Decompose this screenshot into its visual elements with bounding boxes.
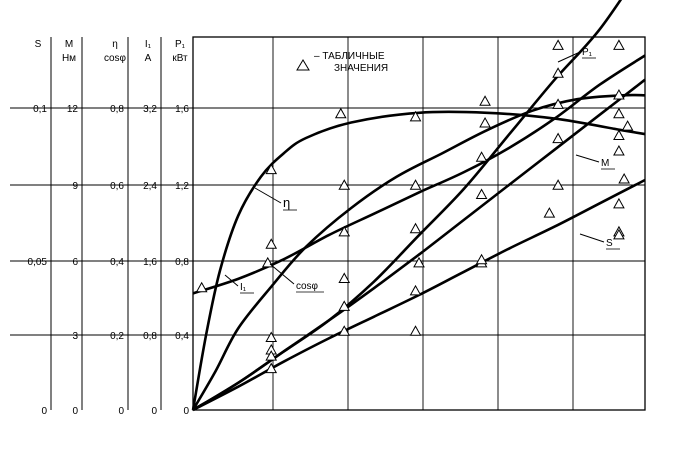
y-tick-M: 12 bbox=[67, 104, 79, 115]
curve-label-leader bbox=[269, 263, 295, 285]
table-value-marker bbox=[543, 207, 556, 218]
y-tick-I1: 3,2 bbox=[143, 104, 157, 115]
curve-label: P₁ bbox=[582, 47, 593, 58]
y-tick-I1: 0,8 bbox=[143, 331, 157, 342]
table-value-marker bbox=[613, 228, 625, 240]
y-tick-P1: 0,4 bbox=[175, 331, 189, 342]
table-value-marker bbox=[613, 39, 625, 50]
y-tick-eta: 0,8 bbox=[110, 104, 124, 115]
table-value-marker bbox=[195, 281, 208, 293]
table-value-marker bbox=[613, 197, 625, 209]
table-value-marker bbox=[475, 188, 488, 200]
curve-M bbox=[192, 78, 646, 412]
legend-triangle-icon bbox=[296, 59, 310, 71]
curve-label-leader bbox=[224, 274, 239, 287]
y-tick-S: 0,1 bbox=[33, 104, 47, 115]
y-tick-P1: 0 bbox=[183, 406, 189, 417]
y-tick-eta: 0 bbox=[118, 406, 124, 417]
table-value-marker bbox=[413, 256, 425, 268]
y-tick-I1: 0 bbox=[151, 406, 157, 417]
table-value-marker bbox=[552, 98, 564, 109]
curve-label: η bbox=[283, 195, 290, 210]
curves bbox=[191, 0, 646, 412]
table-value-marker bbox=[338, 225, 351, 237]
y-tick-M: 9 bbox=[72, 181, 78, 192]
y-tick-P1: 0,8 bbox=[175, 257, 189, 268]
table-value-marker bbox=[475, 253, 488, 265]
table-value-marker bbox=[338, 179, 351, 190]
table-value-marker bbox=[265, 238, 278, 249]
table-value-marker bbox=[338, 325, 351, 336]
y-axes: S 0 0,05 0,1 M Нм 0 3 6 9 12 η cosφ 0 0,2 0,4 0,6 0,8 I₁ A 0… bbox=[28, 37, 194, 417]
y-axis-unit-eta: cosφ bbox=[104, 53, 127, 64]
y-tick-M: 0 bbox=[72, 406, 78, 417]
table-value-marker bbox=[409, 325, 422, 336]
curve-label-leader bbox=[579, 233, 605, 243]
table-value-marker bbox=[409, 179, 422, 190]
table-value-marker bbox=[338, 300, 351, 311]
table-value-marker bbox=[265, 163, 278, 175]
y-tick-P1: 1,2 bbox=[175, 181, 189, 192]
y-tick-I1: 1,6 bbox=[143, 257, 157, 268]
y-tick-S: 0,05 bbox=[28, 257, 48, 268]
plot-frame bbox=[192, 36, 646, 411]
curve-label: M bbox=[601, 158, 609, 169]
y-axis-label-eta: η bbox=[112, 39, 118, 50]
y-axis-unit-M: Нм bbox=[62, 53, 76, 64]
table-value-marker bbox=[552, 179, 564, 190]
curve-label: S bbox=[606, 238, 613, 249]
table-value-marker bbox=[409, 222, 422, 234]
curve-label: I₁ bbox=[240, 282, 247, 293]
y-tick-eta: 0,4 bbox=[110, 257, 124, 268]
chart-grid bbox=[10, 36, 646, 411]
table-value-marker bbox=[613, 89, 625, 100]
table-value-marker bbox=[479, 95, 491, 106]
legend: – ТАБЛИЧНЫЕ ЗНАЧЕНИЯ bbox=[296, 51, 388, 74]
table-value-marker bbox=[338, 272, 351, 283]
y-axis-label-I1: I₁ bbox=[145, 39, 152, 50]
table-value-marker bbox=[552, 67, 564, 78]
table-value-marker bbox=[265, 331, 278, 343]
table-value-marker bbox=[409, 110, 422, 122]
table-value-marker bbox=[265, 350, 278, 361]
y-tick-I1: 2,4 bbox=[143, 181, 157, 192]
curve-labels: η cosφ I₁ M S P₁ bbox=[224, 47, 620, 294]
curve-label: cosφ bbox=[296, 281, 319, 292]
table-value-marker bbox=[621, 120, 634, 131]
y-tick-M: 3 bbox=[72, 331, 78, 342]
curve-label-leader bbox=[254, 187, 282, 204]
table-value-marker bbox=[552, 39, 564, 50]
y-axis-label-P1: P₁ bbox=[175, 39, 186, 50]
curve-P1 bbox=[192, 0, 623, 412]
y-tick-P1: 1,6 bbox=[175, 104, 189, 115]
table-value-marker bbox=[479, 117, 491, 128]
table-value-marker bbox=[409, 284, 422, 296]
y-tick-eta: 0,6 bbox=[110, 181, 124, 192]
legend-text-line2: ЗНАЧЕНИЯ bbox=[334, 63, 388, 74]
table-value-marker bbox=[265, 362, 278, 374]
y-tick-eta: 0,2 bbox=[110, 331, 124, 342]
y-axis-label-S: S bbox=[35, 39, 42, 50]
y-tick-S: 0 bbox=[41, 406, 47, 417]
y-tick-M: 6 bbox=[72, 257, 78, 268]
y-axis-unit-I1: A bbox=[145, 53, 152, 64]
table-value-marker bbox=[552, 132, 564, 144]
table-value-marker bbox=[475, 151, 488, 162]
table-value-marker bbox=[618, 172, 630, 184]
table-value-marker bbox=[613, 107, 625, 119]
curve-label-leader bbox=[557, 51, 581, 63]
y-axis-label-M: M bbox=[65, 39, 73, 50]
curve-label-leader bbox=[575, 154, 600, 163]
y-axis-unit-P1: кВт bbox=[172, 53, 188, 64]
table-value-marker bbox=[613, 129, 625, 140]
table-value-marker bbox=[334, 107, 347, 119]
table-markers bbox=[195, 39, 634, 374]
table-value-marker bbox=[613, 144, 625, 156]
legend-text-line1: – ТАБЛИЧНЫЕ bbox=[314, 51, 385, 62]
curve-eta bbox=[191, 93, 646, 411]
